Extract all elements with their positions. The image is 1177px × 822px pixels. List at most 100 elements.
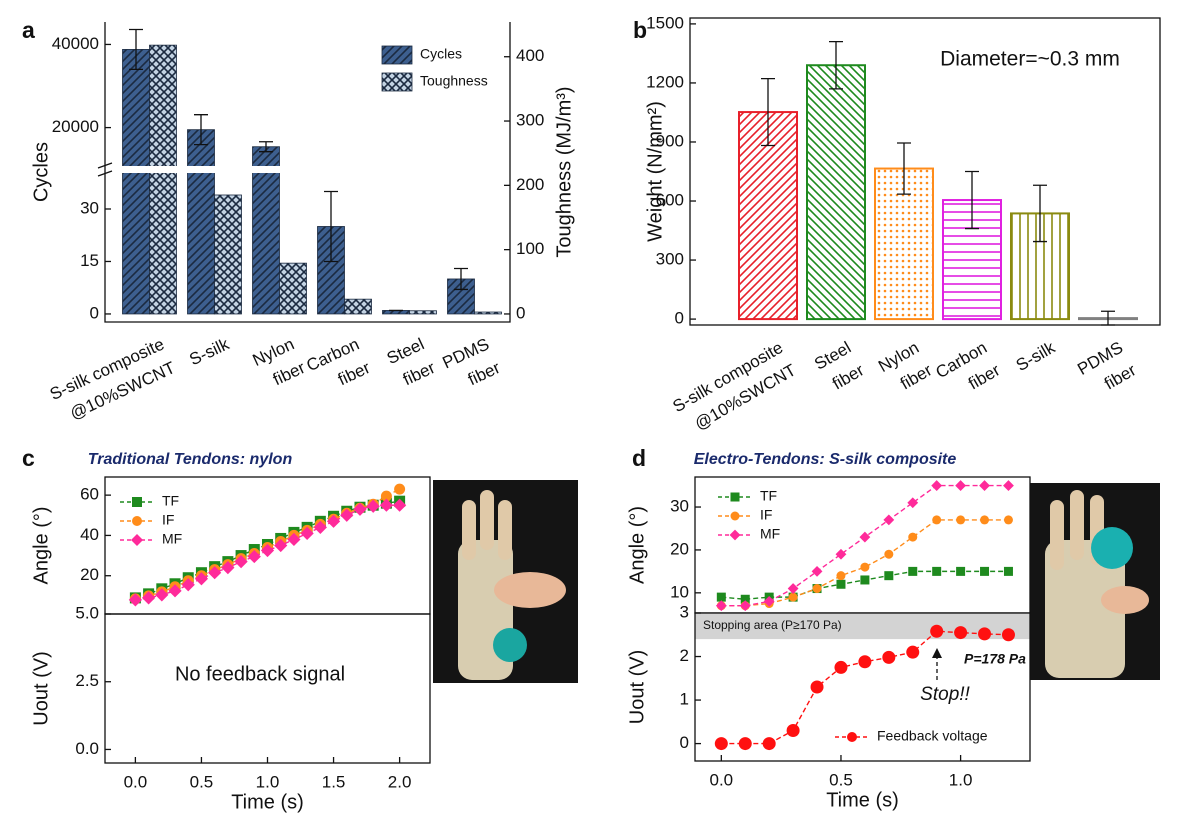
- marker: [787, 583, 799, 594]
- error-bar: [259, 141, 273, 153]
- stop-arrow-head: [932, 648, 942, 658]
- marker: [380, 490, 392, 502]
- y-axis-label: Angle (°): [626, 506, 648, 584]
- marker: [931, 480, 943, 491]
- y-tick-label: 30: [670, 497, 689, 516]
- x-tick-label: 1.0: [949, 770, 973, 789]
- y-tick-label: 5.0: [75, 603, 99, 622]
- legend-label: Feedback voltage: [877, 728, 988, 744]
- y2-tick-label: 100: [516, 239, 544, 258]
- bar: [806, 64, 866, 321]
- annotation: P=178 Pa: [964, 651, 1026, 667]
- bar: [122, 49, 150, 315]
- y-tick-label: 40000: [52, 34, 99, 53]
- marker: [788, 592, 798, 602]
- marker: [1003, 515, 1013, 525]
- marker: [980, 566, 990, 576]
- bar: [252, 146, 280, 315]
- legend-label: Cycles: [420, 46, 462, 62]
- y2-tick-label: 400: [516, 46, 544, 65]
- marker: [131, 534, 143, 546]
- marker: [287, 532, 301, 547]
- legend-label: MF: [760, 526, 780, 542]
- y-tick-label: 10: [670, 582, 689, 601]
- bar: [344, 298, 372, 315]
- y-tick-label: 2: [680, 646, 689, 665]
- error-bar: [829, 40, 843, 90]
- marker: [786, 724, 800, 738]
- error-bar: [454, 267, 468, 291]
- marker: [247, 549, 261, 564]
- panel-label: a: [22, 17, 35, 43]
- photo-d: [1030, 483, 1160, 680]
- legend-label: MF: [162, 531, 182, 547]
- bar: [149, 44, 177, 315]
- marker: [811, 565, 823, 577]
- marker: [883, 514, 895, 526]
- shaded-band: [695, 613, 1030, 640]
- marker: [260, 543, 275, 558]
- y2-axis-label: Toughness (MJ/m³): [553, 86, 575, 257]
- y-tick-label: 20: [80, 565, 99, 584]
- y-tick-label: 1200: [646, 72, 684, 91]
- y-tick-label: 1500: [646, 13, 684, 32]
- finger: [462, 500, 476, 560]
- ball: [1091, 527, 1133, 569]
- panel-label: b: [633, 17, 647, 43]
- y-tick-label: 300: [656, 250, 684, 269]
- marker: [739, 600, 751, 612]
- panel-label: c: [22, 445, 35, 471]
- marker: [715, 600, 727, 612]
- marker: [907, 497, 919, 509]
- marker: [956, 515, 966, 525]
- marker: [860, 562, 870, 572]
- marker: [836, 571, 846, 581]
- x-tick-label: fiber: [400, 358, 438, 389]
- marker: [1003, 566, 1013, 576]
- marker: [810, 680, 824, 694]
- x-tick-label: 0.0: [124, 772, 148, 791]
- y2-tick-label: 0: [516, 303, 525, 322]
- marker: [979, 480, 990, 491]
- marker: [132, 516, 142, 526]
- photo-c: [433, 480, 578, 683]
- y-tick-label: 0: [680, 733, 689, 752]
- marker: [716, 592, 726, 602]
- y-tick-label: 0.0: [75, 739, 99, 758]
- x-tick-label: 0.5: [190, 772, 214, 791]
- bar: [942, 199, 1002, 321]
- marker: [860, 575, 870, 585]
- marker: [313, 520, 327, 534]
- robot-hand: [1045, 540, 1125, 678]
- x-tick-label: fiber: [465, 358, 503, 389]
- marker: [729, 529, 741, 541]
- y-tick-label: 30: [80, 198, 99, 217]
- marker: [738, 737, 752, 751]
- marker: [353, 502, 367, 516]
- finger: [498, 500, 512, 560]
- x-tick-label: S-silk: [186, 334, 232, 369]
- bar: [474, 311, 502, 315]
- marker: [300, 526, 314, 541]
- finger: [1070, 490, 1084, 560]
- legend-label: Toughness: [420, 73, 488, 89]
- finger: [1050, 500, 1064, 570]
- marker: [1003, 480, 1014, 491]
- marker: [906, 645, 920, 659]
- chart-title: Electro-Tendons: S-silk composite: [694, 451, 957, 468]
- x-tick-label: fiber: [335, 358, 373, 389]
- marker: [932, 566, 942, 576]
- marker: [234, 555, 248, 569]
- y-axis-label: Weight (N/mm²): [644, 101, 666, 242]
- axis-frame: [694, 612, 1031, 762]
- marker: [141, 591, 156, 605]
- error-bar: [761, 77, 775, 147]
- x-axis-label: Time (s): [826, 789, 899, 811]
- marker: [393, 498, 407, 512]
- x-tick-label: 1.0: [256, 772, 280, 791]
- marker: [763, 596, 775, 607]
- bar: [738, 111, 798, 321]
- legend-label: TF: [760, 488, 777, 504]
- error-bar: [1033, 184, 1047, 243]
